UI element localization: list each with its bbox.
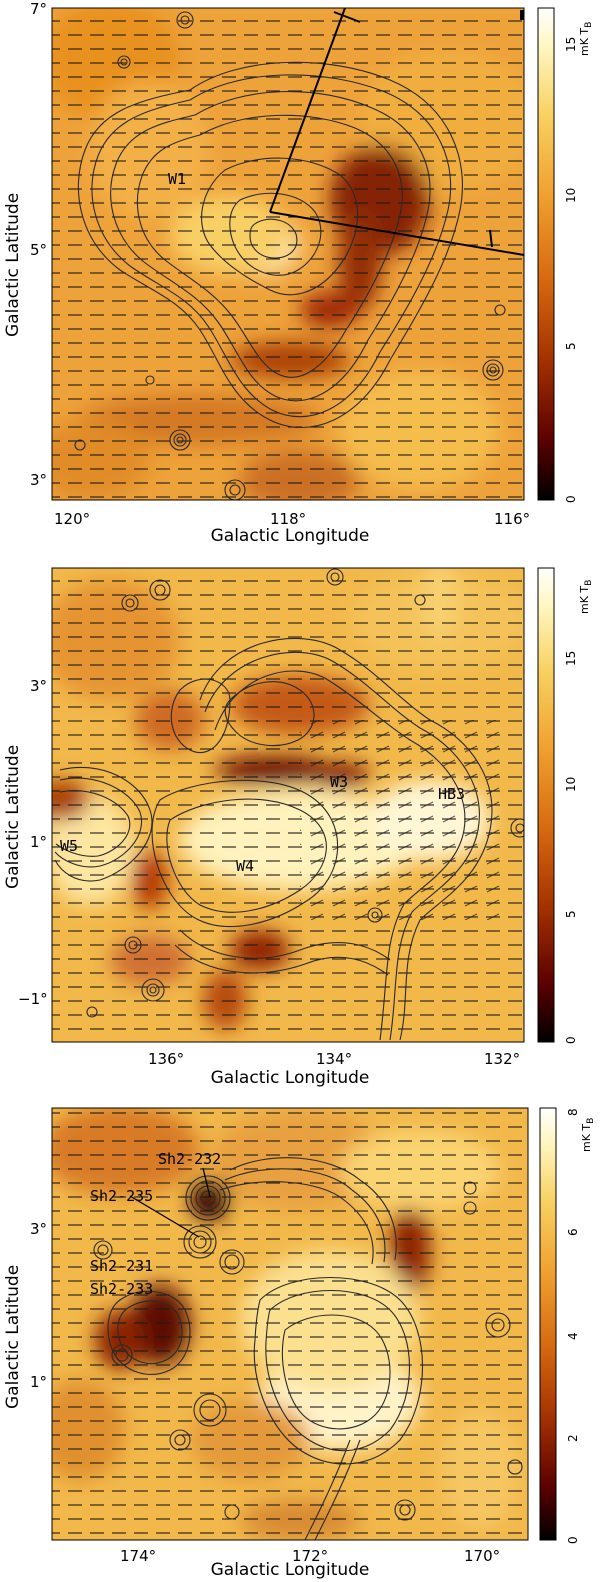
x-tick: 134° [316,1050,353,1068]
colorbar-tick: 0 [566,1536,580,1544]
colorbar-tick: 10 [564,776,578,792]
x-tick: 120° [54,510,91,528]
colorbar-unit: mK TB [578,579,595,614]
colorbar-tick: 6 [566,1228,580,1236]
colorbar-tick: 15 [564,36,578,52]
panel-3-image [52,1108,528,1540]
panel-3-colorbar [539,1107,557,1541]
panel-2-colorbar [537,567,555,1043]
source-label: W4 [236,857,255,875]
x-tick: 132° [484,1050,521,1068]
source-label: Sh2-232 [158,1150,222,1168]
colorbar-tick: 10 [564,187,578,203]
x-axis-label: Galactic Longitude [210,526,370,546]
colorbar-tick: 5 [564,342,578,350]
colorbar-tick: 2 [566,1434,580,1442]
y-axis-label: Galactic Latitude [3,1264,23,1409]
y-tick: 3° [30,677,48,695]
source-label: W1 [168,170,187,188]
source-label: W3 [330,773,349,791]
panel-1-frame [51,7,525,501]
colorbar-unit: mK TB [580,1117,597,1152]
x-axis-label: Galactic Longitude [210,1560,370,1580]
x-tick: 170° [464,1547,501,1565]
y-axis-label: Galactic Latitude [3,192,23,337]
y-tick: −1° [18,990,48,1008]
panel-1-colorbar [537,7,555,501]
x-axis-label: Galactic Longitude [210,1068,370,1088]
panel-3-frame [51,1107,529,1541]
x-tick: 118° [270,510,307,528]
colorbar-tick: 5 [564,910,578,918]
y-tick: 7° [30,0,48,18]
x-tick: 136° [148,1050,185,1068]
panel-1-image [52,8,524,500]
source-label: Sh2-233 [90,1280,154,1298]
y-axis-label: Galactic Latitude [3,744,23,889]
colorbar-tick: 0 [564,495,578,503]
x-tick: 174° [120,1547,157,1565]
x-tick: 172° [292,1547,329,1565]
colorbar-tick: 8 [566,1108,580,1116]
source-label: W5 [60,837,79,855]
y-tick: 1° [30,833,48,851]
panel-2-frame [51,567,525,1043]
source-label: Sh2-231 [90,1257,154,1275]
y-tick: 5° [30,241,48,259]
colorbar-unit: mK TB [578,21,595,56]
colorbar-tick: 15 [564,650,578,666]
source-label: HB3 [438,785,466,803]
colorbar-tick: 4 [566,1332,580,1340]
y-tick: 1° [30,1373,48,1391]
y-tick: 3° [30,471,48,489]
colorbar-tick: 0 [564,1036,578,1044]
x-tick: 116° [494,510,531,528]
panel-2-image [52,568,524,1042]
source-label: Sh2-235 [90,1187,154,1205]
y-tick: 3° [30,1220,48,1238]
